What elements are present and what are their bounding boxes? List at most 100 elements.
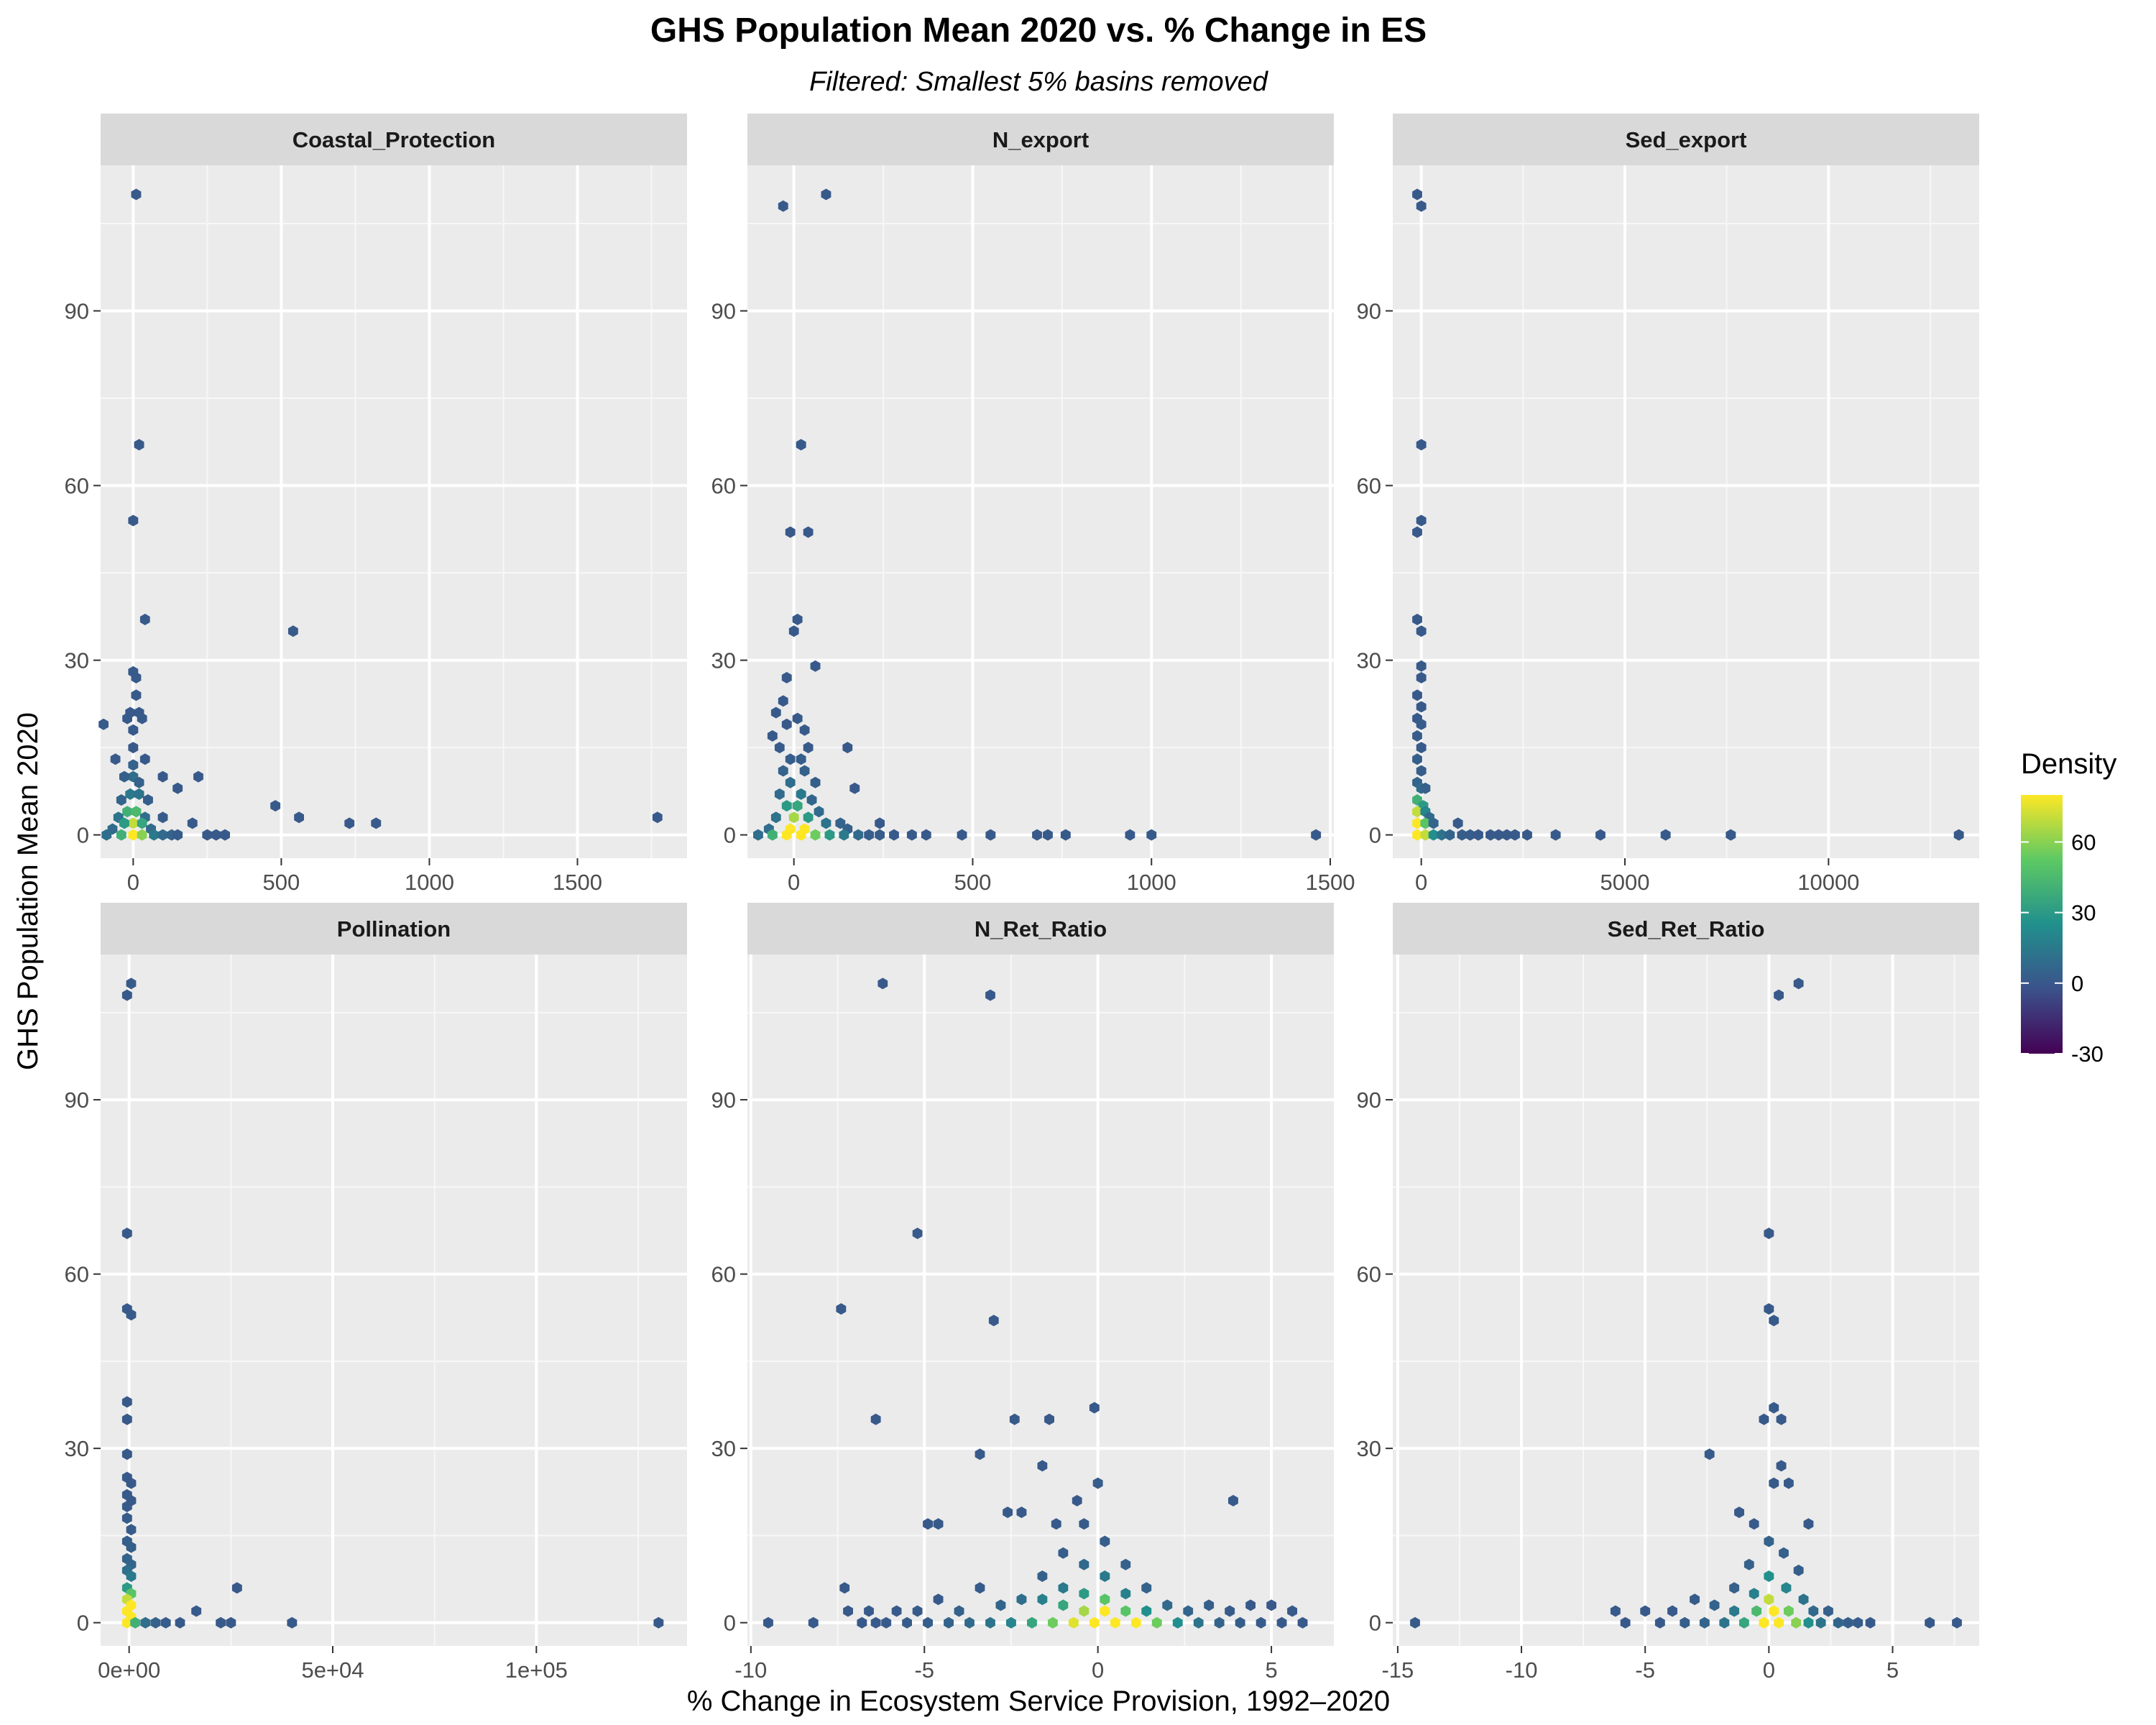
hexbin-cell xyxy=(1183,1605,1194,1617)
hexbin-cell xyxy=(1640,1605,1651,1617)
x-tick-label: 1000 xyxy=(1127,870,1176,895)
hexbin-cell xyxy=(810,660,821,672)
hexbin-cell xyxy=(985,1616,995,1629)
panel-background-pollination xyxy=(101,954,687,1646)
hexbin-cell xyxy=(131,806,142,818)
hexbin-cell xyxy=(1416,625,1427,638)
hexbin-cell xyxy=(1060,829,1071,841)
hexbin-cell xyxy=(1833,1616,1843,1629)
hexbin-cell xyxy=(770,811,781,824)
hexbin-cell xyxy=(778,765,788,777)
hexbin-cell xyxy=(870,1413,881,1425)
hexbin-cell xyxy=(1235,1616,1245,1629)
hexbin-cell xyxy=(134,788,144,800)
hexbin-cell xyxy=(1793,978,1804,990)
y-tick-label: 0 xyxy=(1369,823,1381,848)
hexbin-cell xyxy=(1595,829,1606,841)
hexbin-cell xyxy=(1759,1616,1769,1629)
hexbin-cell xyxy=(1100,1593,1110,1606)
hexbin-cell xyxy=(944,1616,954,1629)
hexbin-cell xyxy=(1803,1518,1814,1530)
hexbin-cell xyxy=(1620,1616,1631,1629)
hexbin-cell xyxy=(149,829,160,841)
hexbin-cell xyxy=(1044,1413,1054,1425)
hexbin-cell xyxy=(1416,671,1427,684)
hexbin-cell xyxy=(1037,1570,1048,1582)
hexbin-cell xyxy=(122,806,132,818)
hexbin-cell xyxy=(824,829,835,841)
hexbin-cell xyxy=(126,1541,137,1553)
hexbin-cell xyxy=(836,1303,847,1315)
legend-tick-label: 60 xyxy=(2071,829,2096,855)
hexbin-cell xyxy=(1412,753,1422,765)
hexbin-cell xyxy=(220,829,230,841)
hexbin-cell xyxy=(1146,829,1157,841)
hexbin-cell xyxy=(781,671,792,684)
hexbin-cell xyxy=(126,1477,137,1489)
facet-strip-pollination xyxy=(101,903,687,954)
hexbin-cell xyxy=(1068,1616,1079,1629)
hexbin-cell xyxy=(1774,989,1784,1001)
hexbins-sed-ret-ratio xyxy=(1410,978,1962,1629)
hexbin-cell xyxy=(211,829,221,841)
hexbin-cell xyxy=(1416,718,1427,730)
panel-background-coastal-protection xyxy=(101,165,687,858)
panel-background-sed-ret-ratio xyxy=(1393,954,1979,1646)
hexbin-cell xyxy=(796,829,806,841)
hexbin-cell xyxy=(870,1616,881,1629)
hexbin-cell xyxy=(985,989,995,1001)
hexbin-cell xyxy=(1953,829,1964,841)
hexbin-cell xyxy=(889,829,899,841)
hexbin-cell xyxy=(1798,1593,1809,1606)
hexbin-cell xyxy=(1815,1616,1826,1629)
x-tick-label: 0 xyxy=(1415,870,1427,895)
hexbin-cell xyxy=(1823,1605,1833,1617)
hexbin-cell xyxy=(139,753,150,765)
hexbin-cell xyxy=(1769,1315,1779,1327)
hexbin-cell xyxy=(1522,829,1532,841)
hexbin-cell xyxy=(128,515,139,527)
hexbin-cell xyxy=(294,811,304,824)
hexbin-cell xyxy=(1743,1558,1754,1570)
hexbin-cell xyxy=(1162,1599,1173,1611)
hexbin-cell xyxy=(137,817,147,829)
hexbin-cell xyxy=(1412,829,1422,841)
facet-strip-label-sed-export: Sed_export xyxy=(1626,127,1747,152)
hexbin-cell xyxy=(1952,1616,1962,1629)
y-tick-label: 90 xyxy=(1357,299,1381,324)
hexbin-cell xyxy=(172,782,183,794)
hexbin-cell xyxy=(1416,701,1427,713)
facet-strip-n-export xyxy=(747,114,1334,165)
hexbin-cell xyxy=(119,770,129,783)
hexbin-cell xyxy=(1151,1616,1162,1629)
hexbin-cell xyxy=(1843,1616,1853,1629)
x-tick-label: 500 xyxy=(263,870,300,895)
hexbin-cell xyxy=(1485,829,1496,841)
facet-coastal-protection: Coastal_Protection 0 30 60 90 0 500 1000 1500 xyxy=(65,114,687,895)
hexbin-cell xyxy=(875,817,885,829)
hexbin-cell xyxy=(842,742,853,754)
hexbin-cell xyxy=(1769,1402,1779,1414)
y-tick-label: 60 xyxy=(1357,474,1381,499)
y-tick-label: 90 xyxy=(1357,1087,1381,1113)
hexbin-cell xyxy=(796,753,806,765)
hexbin-cell xyxy=(778,695,788,707)
hexbin-cell xyxy=(1412,817,1422,829)
hexbin-cell xyxy=(1412,806,1422,818)
hexbin-cell xyxy=(157,829,168,841)
facet-strip-coastal-protection xyxy=(101,114,687,165)
x-tick-label: 5e+04 xyxy=(301,1657,364,1683)
panel-background-n-export xyxy=(747,165,1334,858)
hexbin-cell xyxy=(137,712,147,724)
hexbin-cell xyxy=(172,829,183,841)
hexbin-cell xyxy=(957,829,967,841)
hexbin-cell xyxy=(175,1616,185,1629)
hexbin-cell xyxy=(134,438,144,451)
facet-strip-sed-export xyxy=(1393,114,1979,165)
hexbin-cell xyxy=(1048,1616,1058,1629)
hexbin-cell xyxy=(1120,1588,1131,1600)
hexbin-cell xyxy=(139,613,150,625)
x-tick-label: 1e+05 xyxy=(505,1657,568,1683)
legend-tick-label: 0 xyxy=(2071,971,2083,996)
hexbin-cell xyxy=(1769,1477,1779,1489)
